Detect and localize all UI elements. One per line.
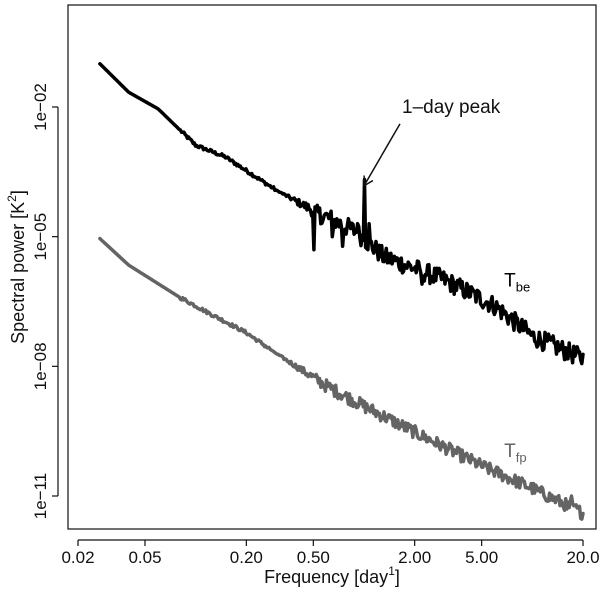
x-axis-title-text: Frequency [day xyxy=(264,567,388,587)
x-tick-label: 0.02 xyxy=(61,548,94,567)
x-axis-title-close: ] xyxy=(395,567,400,587)
annotation-arrow xyxy=(363,123,401,187)
y-tick-label: 1e−02 xyxy=(31,83,50,131)
series-label-tbe-main: T xyxy=(504,271,516,292)
series-layer xyxy=(98,62,585,521)
x-tick-label: 0.20 xyxy=(230,548,263,567)
x-tick-label: 0.50 xyxy=(297,548,330,567)
x-axis-title-sup: 1 xyxy=(388,564,395,578)
plot-frame xyxy=(67,4,597,530)
y-tick-label: 1e−05 xyxy=(31,213,50,261)
x-tick-label: 2.00 xyxy=(398,548,431,567)
y-axis-title-sup: 2 xyxy=(5,195,19,202)
series-label-tbe: Tbe xyxy=(504,271,530,295)
x-tick-label: 0.05 xyxy=(128,548,161,567)
y-tick-label: 1e−08 xyxy=(31,342,50,390)
y-axis-title: Spectral power [K2] xyxy=(5,190,28,344)
series-label-tbe-sub: be xyxy=(516,280,530,295)
x-axis-title: Frequency [day1] xyxy=(264,564,400,587)
x-tick-label: 20.0 xyxy=(566,548,599,567)
y-tick-label: 1e−11 xyxy=(31,473,50,519)
y-axis-title-close: ] xyxy=(8,190,28,195)
series-label-tfp-main: T xyxy=(504,441,516,462)
series-line-tbe xyxy=(98,62,585,366)
series-label-tfp: Tfp xyxy=(504,441,526,465)
y-axis: 1e−11 1e−08 1e−05 1e−02 xyxy=(31,83,59,519)
series-label-tfp-sub: fp xyxy=(516,450,527,465)
series-line-tfp xyxy=(98,236,585,521)
x-axis: 0.02 0.05 0.20 0.50 2.00 5.00 20.0 xyxy=(61,539,600,567)
annotation-label: 1–day peak xyxy=(402,97,501,118)
annotation-arrowhead xyxy=(363,175,374,188)
y-axis-title-text: Spectral power [K xyxy=(8,202,28,344)
x-tick-label: 5.00 xyxy=(465,548,498,567)
